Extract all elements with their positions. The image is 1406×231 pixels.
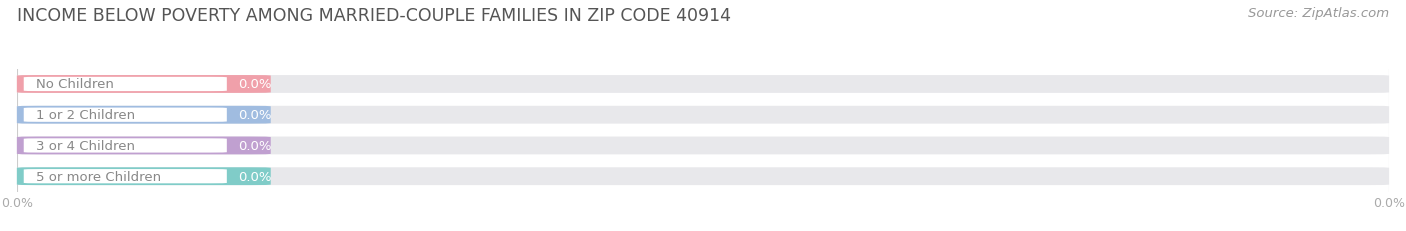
Text: 0.0%: 0.0% (238, 78, 271, 91)
FancyBboxPatch shape (17, 106, 1389, 124)
FancyBboxPatch shape (24, 108, 226, 122)
Text: No Children: No Children (37, 78, 114, 91)
Text: INCOME BELOW POVERTY AMONG MARRIED-COUPLE FAMILIES IN ZIP CODE 40914: INCOME BELOW POVERTY AMONG MARRIED-COUPL… (17, 7, 731, 25)
FancyBboxPatch shape (17, 106, 271, 124)
FancyBboxPatch shape (17, 137, 1389, 155)
Text: 1 or 2 Children: 1 or 2 Children (37, 109, 135, 122)
FancyBboxPatch shape (24, 78, 226, 92)
Text: 0.0%: 0.0% (238, 109, 271, 122)
Text: 0.0%: 0.0% (238, 170, 271, 183)
FancyBboxPatch shape (17, 137, 271, 155)
FancyBboxPatch shape (17, 167, 1389, 185)
Text: 3 or 4 Children: 3 or 4 Children (37, 139, 135, 152)
Text: 5 or more Children: 5 or more Children (37, 170, 162, 183)
FancyBboxPatch shape (24, 169, 226, 183)
Text: Source: ZipAtlas.com: Source: ZipAtlas.com (1249, 7, 1389, 20)
FancyBboxPatch shape (17, 76, 271, 94)
Text: 0.0%: 0.0% (238, 139, 271, 152)
FancyBboxPatch shape (17, 76, 1389, 94)
FancyBboxPatch shape (17, 167, 271, 185)
FancyBboxPatch shape (24, 139, 226, 153)
